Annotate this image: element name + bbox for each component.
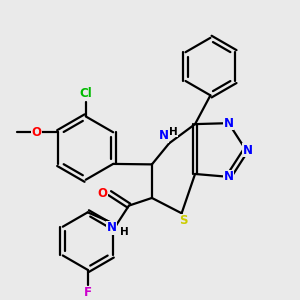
Text: F: F	[84, 286, 92, 299]
Text: N: N	[106, 221, 117, 234]
Text: O: O	[97, 187, 107, 200]
Text: N: N	[224, 117, 234, 130]
Text: H: H	[120, 227, 128, 238]
Text: N: N	[243, 143, 253, 157]
Text: O: O	[31, 126, 41, 139]
Text: N: N	[224, 170, 234, 183]
Text: S: S	[179, 214, 188, 227]
Text: H: H	[169, 127, 177, 137]
Text: Cl: Cl	[80, 87, 92, 100]
Text: N: N	[158, 129, 168, 142]
